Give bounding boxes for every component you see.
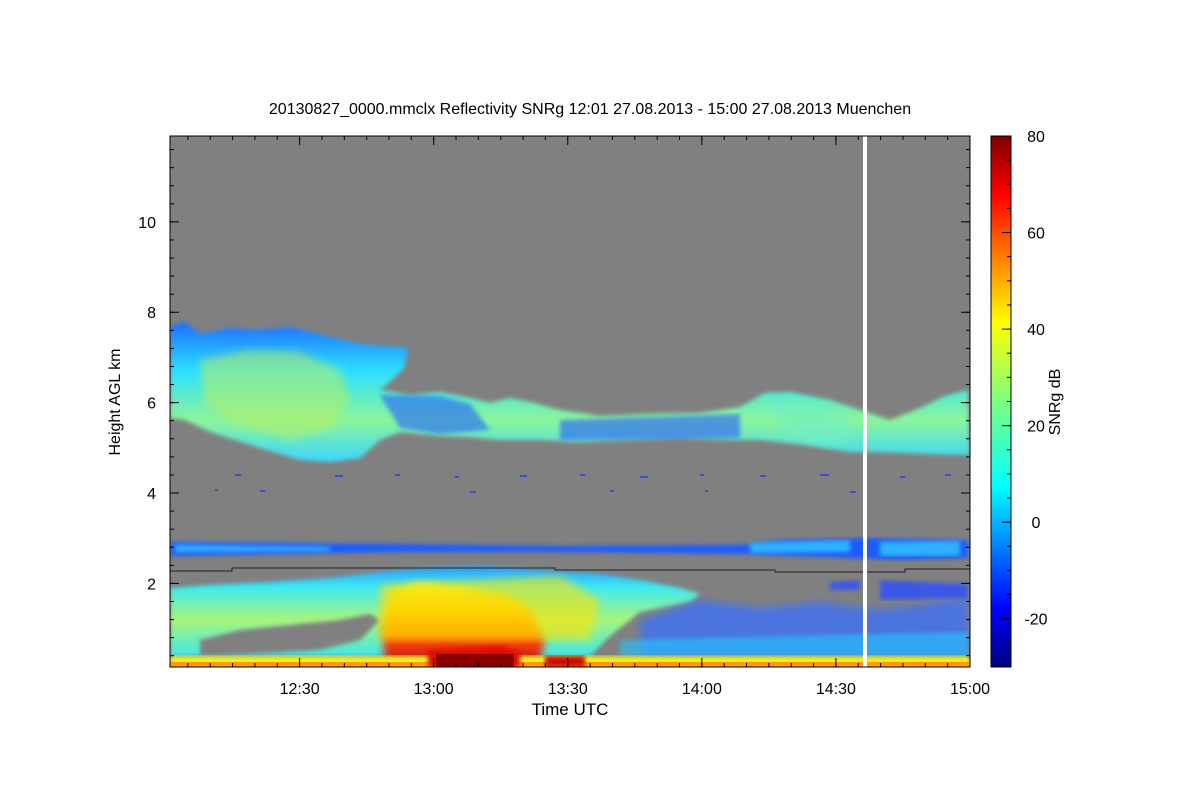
x-tick-label: 12:30 bbox=[280, 681, 320, 698]
scattered-low-echoes bbox=[620, 580, 968, 656]
colorbar-ticks: -20 0 20 40 60 80 bbox=[1002, 129, 1048, 668]
data-gap-line bbox=[863, 136, 867, 667]
chart-title: 20130827_0000.mmclx Reflectivity SNRg 12… bbox=[269, 101, 911, 118]
boundary-layer-height-line bbox=[170, 567, 970, 573]
x-tick-label: 15:00 bbox=[950, 681, 990, 698]
y-axis-label: Height AGL km bbox=[107, 348, 124, 455]
x-tick-label: 14:00 bbox=[682, 681, 722, 698]
plot-area bbox=[170, 136, 970, 667]
y-tick-label: 4 bbox=[147, 486, 156, 503]
colorbar-tick-label: 60 bbox=[1027, 226, 1045, 243]
y-tick-label: 2 bbox=[147, 576, 156, 593]
colorbar-tick-label: 80 bbox=[1027, 129, 1045, 146]
colorbar: -20 0 20 40 60 80 SNRg dB bbox=[990, 129, 1064, 668]
colorbar-label: SNRg dB bbox=[1047, 369, 1064, 436]
boundary-layer-echo bbox=[170, 566, 700, 660]
x-axis-label: Time UTC bbox=[532, 700, 609, 719]
x-tick-label: 14:30 bbox=[816, 681, 856, 698]
colorbar-tick-label: -20 bbox=[1024, 612, 1047, 629]
y-tick-label: 8 bbox=[147, 305, 156, 322]
colorbar-tick-label: 20 bbox=[1027, 419, 1045, 436]
cirrus-layer bbox=[170, 322, 970, 462]
x-tick-label: 13:30 bbox=[548, 681, 588, 698]
y-tick-label: 10 bbox=[138, 215, 156, 232]
plot-frame bbox=[169, 135, 971, 668]
colorbar-tick-label: 0 bbox=[1032, 515, 1041, 532]
x-tick-label: 13:00 bbox=[414, 681, 454, 698]
axes: 12:30 13:00 13:30 14:00 14:30 15:00 2 4 6 8 10 bbox=[138, 135, 990, 698]
noise-speckle-row bbox=[215, 474, 951, 493]
y-tick-label: 6 bbox=[147, 396, 156, 413]
mid-level-band bbox=[170, 538, 968, 560]
colorbar-tick-label: 40 bbox=[1027, 322, 1045, 339]
peak-precipitation bbox=[428, 646, 585, 667]
